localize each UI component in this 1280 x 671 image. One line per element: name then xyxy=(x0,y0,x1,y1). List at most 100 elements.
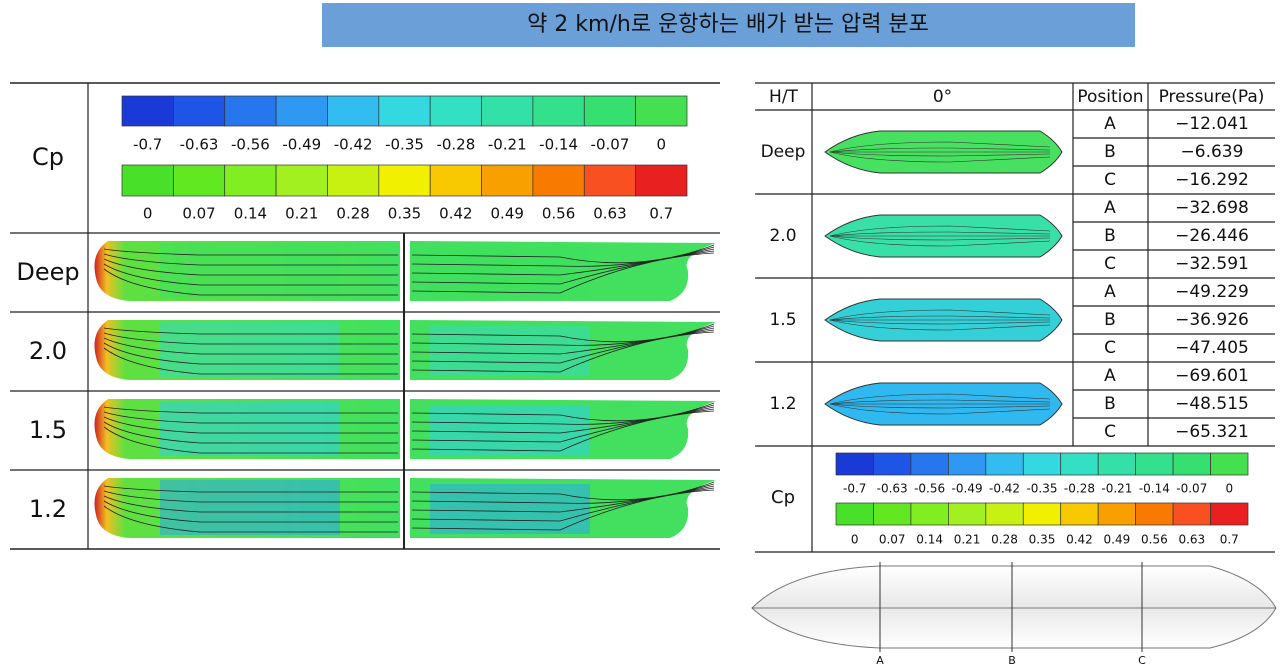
color-swatch xyxy=(224,164,277,197)
position-cell: B xyxy=(1104,142,1116,162)
color-swatch xyxy=(121,164,174,197)
streamline xyxy=(103,258,398,276)
streamline xyxy=(411,244,715,264)
pressure-cell: −26.446 xyxy=(1175,226,1249,246)
color-swatch xyxy=(873,452,912,476)
header-cell: Pressure(Pa) xyxy=(1159,87,1265,107)
pressure-tint xyxy=(160,322,340,377)
scale-label: -0.63 xyxy=(180,136,219,154)
streamline xyxy=(103,337,398,355)
color-swatch xyxy=(910,452,949,476)
position-cell: C xyxy=(1104,170,1116,190)
scale-label: -0.49 xyxy=(282,136,321,154)
streamline xyxy=(103,426,398,454)
color-swatch xyxy=(275,164,328,197)
streamline xyxy=(411,410,715,452)
scale-label: -0.14 xyxy=(539,136,578,154)
position-cell: C xyxy=(1104,254,1116,274)
scale-label: 0.07 xyxy=(182,205,215,223)
position-cell: C xyxy=(1104,422,1116,442)
scale-label: -0.7 xyxy=(133,136,162,154)
row-label: Deep xyxy=(761,142,806,162)
header-cell: 0° xyxy=(933,87,952,107)
scale-label: 0.49 xyxy=(491,205,524,223)
position-cell: B xyxy=(1104,394,1116,414)
streamline xyxy=(103,327,398,335)
section-label: A xyxy=(876,654,884,667)
streamline xyxy=(411,404,715,425)
color-swatch xyxy=(1135,452,1174,476)
streamline xyxy=(103,490,398,503)
color-swatch xyxy=(1135,502,1174,526)
title-bar xyxy=(322,3,1135,47)
scale-label: -0.21 xyxy=(1101,482,1132,496)
scale-label: 0.28 xyxy=(991,533,1018,547)
streamline xyxy=(103,332,398,345)
scale-label: -0.42 xyxy=(334,136,373,154)
pressure-cell: −36.926 xyxy=(1175,310,1249,330)
color-swatch xyxy=(948,452,987,476)
streamline xyxy=(411,323,715,343)
streamline xyxy=(411,481,715,501)
row-label: Deep xyxy=(16,258,79,286)
pressure-cell: −6.639 xyxy=(1181,142,1244,162)
pressure-tint xyxy=(430,484,590,534)
streamline xyxy=(829,403,1051,415)
streamline xyxy=(411,402,715,422)
pressure-cell: −49.229 xyxy=(1175,282,1249,302)
scale-label: 0.56 xyxy=(542,205,575,223)
position-cell: B xyxy=(1104,310,1116,330)
streamline xyxy=(103,253,398,266)
streamline xyxy=(411,406,715,434)
scale-label: -0.42 xyxy=(989,482,1020,496)
streamline xyxy=(411,248,715,276)
color-swatch xyxy=(835,502,874,526)
title: 약 2 km/h로 운항하는 배가 받는 압력 분포 xyxy=(527,12,929,37)
color-swatch xyxy=(429,95,482,127)
scale-label: 0.14 xyxy=(916,533,943,547)
header-cell: Position xyxy=(1077,87,1143,107)
color-swatch xyxy=(121,95,174,127)
color-swatch xyxy=(1022,452,1062,476)
color-swatch xyxy=(378,95,431,127)
streamline xyxy=(411,325,715,346)
color-swatch xyxy=(275,95,328,127)
scale-label: 0.28 xyxy=(336,205,369,223)
streamline xyxy=(103,263,398,286)
color-swatch xyxy=(532,164,585,197)
streamline xyxy=(411,252,715,294)
color-swatch xyxy=(1210,502,1249,526)
pressure-cell: −47.405 xyxy=(1175,338,1249,358)
color-swatch xyxy=(583,164,636,197)
row-label: 1.5 xyxy=(29,416,67,444)
scale-label: 0.21 xyxy=(285,205,318,223)
streamline xyxy=(411,487,715,522)
scale-label: -0.56 xyxy=(914,482,945,496)
row-label: 1.5 xyxy=(769,310,796,330)
streamline xyxy=(411,408,715,443)
color-swatch xyxy=(835,452,874,476)
pressure-tint xyxy=(160,480,340,535)
streamline xyxy=(411,489,715,531)
cp-label: Cp xyxy=(32,143,64,171)
color-swatch xyxy=(873,502,912,526)
streamline xyxy=(411,327,715,355)
pressure-cell: −32.698 xyxy=(1175,198,1249,218)
scale-label: -0.35 xyxy=(385,136,424,154)
pressure-cell: −32.591 xyxy=(1175,254,1249,274)
color-swatch xyxy=(1022,502,1062,526)
scale-label: 0.7 xyxy=(649,205,673,223)
streamline xyxy=(103,505,398,533)
color-swatch xyxy=(1097,502,1136,526)
streamline xyxy=(103,485,398,493)
scale-label: -0.28 xyxy=(1064,482,1095,496)
scale-label: -0.07 xyxy=(591,136,630,154)
pressure-cell: −69.601 xyxy=(1175,366,1249,386)
color-swatch xyxy=(985,452,1024,476)
color-swatch xyxy=(1060,502,1099,526)
streamline xyxy=(103,495,398,513)
streamline xyxy=(829,309,1051,321)
color-swatch xyxy=(224,95,277,127)
position-cell: A xyxy=(1104,366,1116,386)
